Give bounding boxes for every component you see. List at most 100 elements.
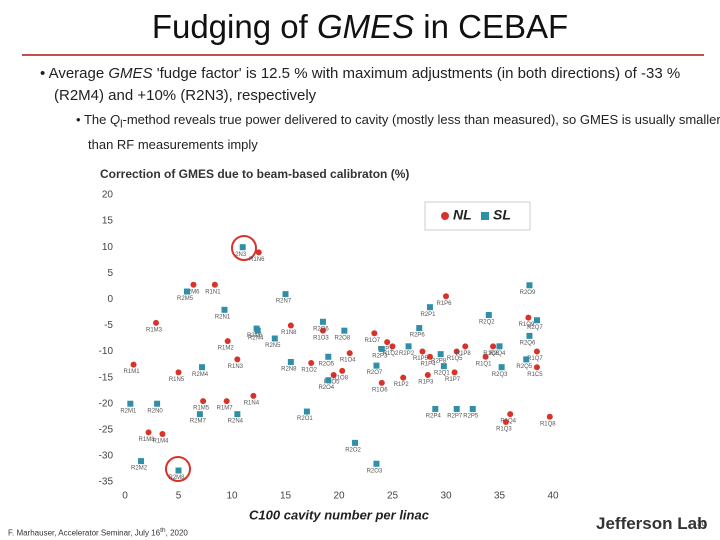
point	[255, 249, 262, 256]
point-label: R2N4	[248, 335, 264, 341]
page-number: 30	[697, 519, 706, 528]
point-label: R2Q6	[520, 340, 536, 346]
point	[127, 400, 134, 407]
point-label: R1O3	[313, 335, 329, 341]
point	[319, 327, 326, 334]
point-label: R2Q7	[527, 325, 543, 331]
point-label: R1Q9	[519, 322, 535, 328]
point-label: R2M6	[183, 289, 200, 295]
point-label: R1Q8	[540, 421, 556, 427]
y-tick-label: -30	[99, 451, 114, 462]
y-tick-label: 15	[102, 216, 114, 227]
point-label: R2Q4	[490, 351, 506, 357]
point-label: R2O8	[335, 335, 351, 341]
legend-marker	[441, 212, 449, 220]
bullet-text: Q	[109, 112, 121, 127]
point-label: R1P1	[378, 347, 394, 353]
point-label: R2P1	[420, 312, 436, 318]
point-label: R2P7	[447, 414, 463, 420]
point	[482, 353, 489, 360]
point-label: R1M8	[139, 437, 156, 443]
point-label: R1N5	[169, 377, 185, 383]
point-label: R2M5	[177, 296, 194, 302]
point-label: R2N6	[247, 333, 263, 339]
point	[443, 293, 449, 300]
bullet-text: The	[83, 112, 110, 127]
point	[184, 288, 191, 295]
point-label: R1P2	[394, 382, 410, 388]
point-label: R1P3	[418, 380, 434, 386]
highlight-ring	[231, 235, 257, 261]
footer: F. Marhauser, Accelerator Seminar, July …	[8, 527, 188, 538]
y-tick-label: -15	[99, 372, 114, 383]
y-tick-label: 5	[107, 268, 113, 279]
point	[234, 356, 241, 363]
point	[546, 413, 553, 420]
bullet-text: GMES	[108, 65, 153, 82]
sub-bullet: • The Ql-method reveals true power deliv…	[76, 112, 720, 152]
point	[330, 372, 337, 379]
point	[373, 362, 380, 369]
x-tick-label: 0	[122, 491, 128, 502]
point	[502, 418, 509, 425]
point-label: R1P5	[413, 356, 429, 362]
highlight-ring	[165, 456, 191, 482]
point	[271, 335, 278, 342]
point	[319, 318, 326, 325]
point	[523, 356, 530, 363]
point	[199, 364, 206, 371]
point-label: R1Q1	[476, 361, 492, 367]
point-label: R1N1	[205, 289, 221, 295]
point	[451, 369, 458, 376]
point-label: R1M4	[152, 439, 169, 445]
point-label: 2N3	[235, 252, 247, 258]
point-label: R1M2	[218, 346, 235, 352]
point-label: R2P6	[410, 333, 426, 339]
point-label: R2Q2	[479, 320, 495, 326]
footer-text: F. Marhauser, Accelerator Seminar, July …	[8, 528, 161, 538]
point-label: R1Q2	[383, 351, 399, 357]
point	[159, 430, 166, 437]
point-label: R2N0	[147, 408, 163, 414]
point	[287, 322, 294, 329]
x-tick-label: 15	[280, 491, 292, 502]
point	[507, 411, 514, 418]
point-label: R1Q3	[496, 427, 512, 433]
point	[308, 360, 315, 367]
legend-marker	[481, 212, 489, 220]
chart-title: Correction of GMES due to beam-based cal…	[100, 167, 409, 181]
title-text: Fudging of	[151, 8, 317, 45]
point-label: R2P2	[399, 351, 415, 357]
point	[424, 372, 431, 379]
point	[341, 327, 348, 334]
y-tick-label: -20	[99, 398, 114, 409]
point-label: R1N6	[249, 257, 265, 263]
point-label: R1O7	[364, 338, 380, 344]
point	[223, 398, 230, 405]
point-label: R2O1	[297, 416, 313, 422]
point	[373, 460, 380, 467]
point	[498, 364, 505, 371]
legend-box	[424, 201, 531, 231]
x-tick-label: 40	[547, 491, 559, 502]
x-tick-label: 5	[176, 491, 182, 502]
point	[485, 312, 492, 319]
point-label: R2M7	[190, 419, 207, 425]
y-tick-label: 10	[102, 242, 114, 253]
point	[175, 369, 182, 376]
point-label: R1O2	[301, 368, 317, 374]
point	[533, 317, 540, 324]
point-label: R1N8	[281, 330, 297, 336]
point-label: R1M1	[124, 369, 141, 375]
point	[400, 374, 407, 381]
point	[234, 411, 241, 418]
point	[287, 358, 294, 365]
point-label: R1O6	[372, 387, 388, 393]
title-rule	[22, 54, 704, 56]
point-label: R2M4	[192, 372, 209, 378]
point	[378, 345, 385, 352]
point	[426, 353, 433, 360]
point-label: R1Q5	[447, 356, 463, 362]
